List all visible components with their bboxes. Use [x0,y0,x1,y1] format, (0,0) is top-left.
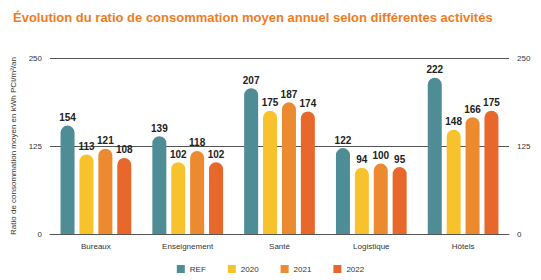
svg-text:207: 207 [243,75,260,86]
svg-text:113: 113 [78,141,95,152]
svg-text:Hôtels: Hôtels [452,242,475,251]
svg-text:Santé: Santé [269,242,290,251]
svg-text:0: 0 [517,230,522,239]
svg-text:2022: 2022 [346,265,364,274]
svg-text:118: 118 [189,137,206,148]
svg-text:2020: 2020 [241,265,259,274]
svg-text:Bureaux: Bureaux [81,242,111,251]
svg-text:Enseignement: Enseignement [162,242,214,251]
svg-text:REF: REF [190,265,206,274]
svg-text:174: 174 [300,98,317,109]
svg-text:102: 102 [208,149,225,160]
svg-text:175: 175 [483,97,500,108]
svg-text:Évolution du ratio de consomma: Évolution du ratio de consommation moyen… [13,10,493,25]
svg-text:166: 166 [464,104,481,115]
svg-text:125: 125 [29,142,43,151]
svg-text:95: 95 [394,154,406,165]
svg-text:102: 102 [170,149,187,160]
svg-text:100: 100 [372,150,389,161]
svg-text:148: 148 [445,116,462,127]
svg-text:121: 121 [97,135,114,146]
svg-text:Ratio de consommation moyen en: Ratio de consommation moyen en kWh PCI/m… [9,57,18,235]
svg-text:250: 250 [517,54,531,63]
svg-text:175: 175 [262,97,279,108]
svg-text:154: 154 [59,112,76,123]
svg-text:108: 108 [116,144,133,155]
svg-text:122: 122 [335,135,352,146]
svg-text:250: 250 [29,54,43,63]
svg-text:187: 187 [281,89,298,100]
svg-text:222: 222 [426,64,443,75]
svg-text:Logistique: Logistique [353,242,390,251]
svg-text:94: 94 [356,154,368,165]
svg-text:139: 139 [151,123,168,134]
svg-text:125: 125 [517,142,531,151]
svg-text:0: 0 [38,230,43,239]
svg-text:2021: 2021 [294,265,312,274]
